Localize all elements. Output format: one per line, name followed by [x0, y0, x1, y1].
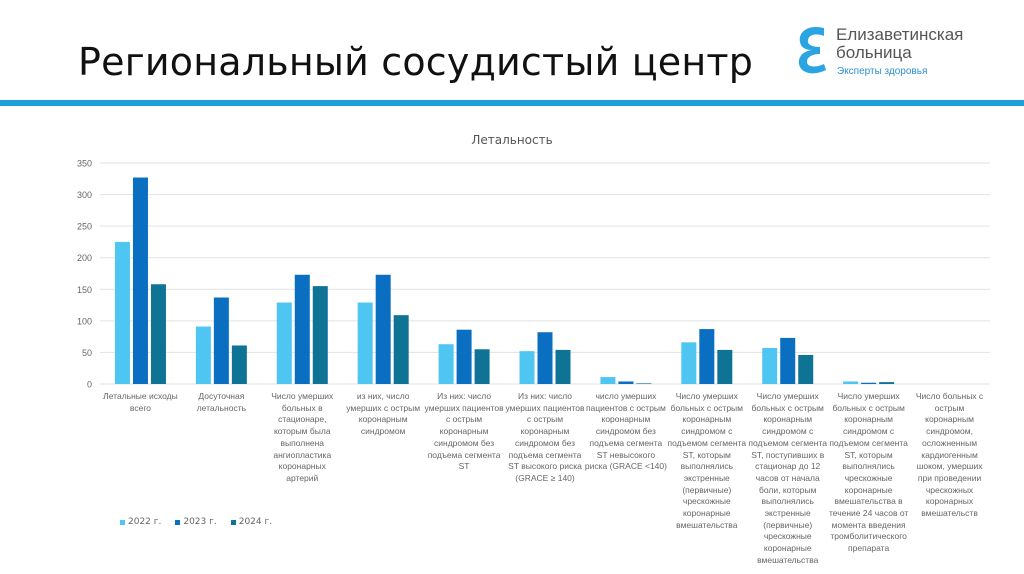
bar	[879, 382, 895, 384]
x-category-label: число умерших пациентов с острым коронар…	[584, 391, 667, 472]
bar	[456, 329, 472, 384]
bar	[393, 315, 409, 384]
bar	[618, 381, 634, 384]
chart-title: Летальность	[471, 133, 553, 147]
legend: 2022 г. 2023 г. 2024 г.	[120, 517, 272, 527]
bar	[762, 348, 778, 384]
bar	[114, 241, 130, 384]
bar	[681, 342, 697, 384]
legend-label: 2023 г.	[183, 517, 217, 527]
bar	[555, 349, 571, 384]
logo-name: Елизаветинская больница	[836, 25, 964, 62]
x-category-label: из них, число умерших с острым коронарны…	[346, 391, 421, 437]
legend-label: 2022 г.	[128, 517, 162, 527]
bar	[276, 302, 292, 384]
logo-e-icon	[798, 26, 826, 74]
bar	[213, 297, 229, 384]
bar	[312, 286, 328, 384]
x-category-label: Число умерших больных с острым коронарны…	[748, 391, 828, 565]
logo-subtitle: Эксперты здоровья	[837, 66, 928, 77]
bar	[231, 345, 247, 384]
bar	[843, 381, 859, 384]
legend-swatch	[175, 519, 181, 525]
bar	[519, 351, 535, 384]
x-category-label: Число больных с острым коронарным синдро…	[915, 391, 984, 519]
bar	[474, 349, 490, 384]
legend-swatch	[120, 519, 125, 525]
bar	[195, 326, 211, 384]
bar	[438, 344, 454, 384]
header-stripe	[0, 100, 1024, 106]
x-category-label: Досуточная летальность	[196, 391, 247, 413]
bar	[132, 177, 148, 384]
page-title: Региональный сосудистый центр	[78, 40, 754, 84]
y-tick-label: 300	[77, 190, 92, 200]
x-category-label: Из них: число умерших пациентов с острым…	[505, 391, 585, 483]
y-tick-label: 150	[77, 285, 92, 295]
legend-swatch	[230, 519, 236, 525]
bar	[717, 349, 733, 384]
legend-item: 2023 г.	[175, 517, 217, 527]
y-tick-label: 350	[77, 159, 92, 169]
bar	[780, 337, 796, 384]
y-tick-label: 250	[77, 222, 92, 232]
y-tick-label: 0	[87, 380, 92, 390]
bar	[150, 284, 166, 384]
y-tick-label: 50	[82, 348, 92, 358]
x-category-label: Из них: число умерших пациентов с острым…	[424, 391, 504, 472]
x-category-label: Число умерших больных в стационаре, кото…	[271, 391, 334, 483]
bar	[357, 302, 373, 384]
bar	[798, 354, 814, 384]
bar	[636, 383, 652, 384]
bar	[537, 332, 553, 384]
bar	[600, 377, 616, 384]
y-tick-label: 100	[77, 316, 92, 326]
bar	[699, 329, 715, 384]
x-category-label: Число умерших больных с острым коронарны…	[828, 391, 909, 554]
bar	[861, 382, 877, 384]
bar	[294, 274, 310, 384]
legend-item: 2024 г.	[230, 517, 273, 527]
legend-item: 2022 г.	[120, 517, 161, 527]
y-tick-label: 200	[77, 253, 92, 263]
x-category-label: Число умерших больных с острым коронарны…	[667, 391, 747, 530]
bar	[375, 274, 391, 384]
x-category-label: Летальные исходы всего	[103, 391, 178, 413]
legend-label: 2024 г.	[238, 517, 273, 527]
